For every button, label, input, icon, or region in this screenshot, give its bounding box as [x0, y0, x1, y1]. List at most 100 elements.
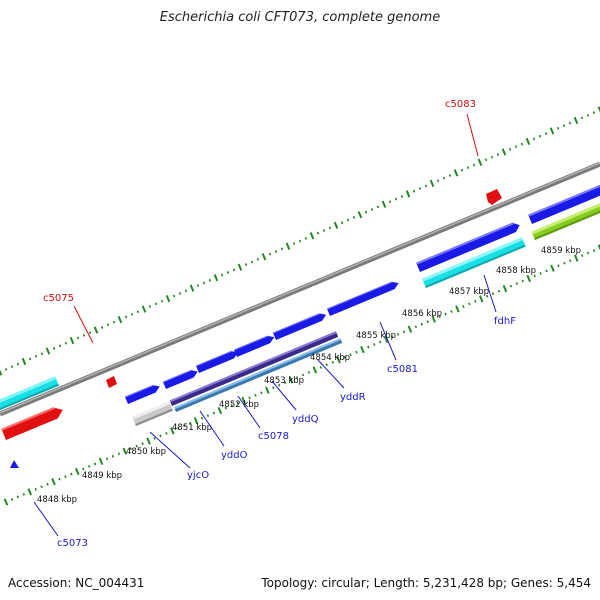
gene-label[interactable]: yddO [221, 450, 248, 461]
gene-blue-5[interactable] [272, 311, 328, 340]
gene-grey-yjcO[interactable] [132, 401, 173, 426]
outer-tick [141, 305, 147, 313]
inner-tick [414, 325, 418, 329]
gene-blue-c5073[interactable] [10, 460, 19, 468]
inner-tick [278, 383, 281, 387]
inner-tick [580, 254, 584, 258]
gene-blue-fdhF[interactable] [416, 220, 521, 272]
outer-tick [525, 137, 531, 146]
inner-tick [545, 269, 548, 273]
outer-tick [64, 341, 68, 345]
gene-blue-3[interactable] [195, 349, 240, 373]
outer-tick [69, 336, 75, 345]
scale-label: 4853 kbp [264, 376, 304, 386]
gene-cyan-fdhF[interactable] [422, 237, 526, 288]
outer-tick [274, 250, 278, 253]
outer-tick [88, 331, 92, 335]
gene-cyan-left[interactable] [0, 376, 59, 411]
gene-blue-6[interactable] [326, 279, 400, 316]
inner-tick [550, 264, 555, 272]
gene-red-c5075[interactable] [106, 376, 117, 388]
scale-label: 4848 kbp [37, 495, 77, 505]
inner-tick [188, 421, 192, 425]
outer-tick [562, 124, 566, 128]
outer-tick [292, 242, 296, 246]
scale-label: 4859 kbp [541, 246, 581, 256]
outer-tick [58, 344, 62, 348]
inner-tick [383, 335, 389, 344]
inner-tick [295, 376, 299, 379]
outer-tick [538, 134, 542, 138]
gene-label[interactable]: c5083 [445, 99, 476, 110]
genome-backbone [0, 161, 600, 417]
outer-tick [237, 263, 243, 271]
inner-tick [396, 332, 400, 336]
gene-label[interactable]: yddR [340, 392, 366, 403]
inner-tick [491, 292, 495, 296]
outer-tick-track [0, 106, 600, 376]
inner-tick [241, 396, 246, 405]
inner-tick [379, 340, 382, 344]
gene-steel-bar[interactable] [174, 338, 343, 412]
outer-tick [112, 320, 116, 324]
outer-tick [333, 221, 339, 229]
gene-purple-bar[interactable] [169, 331, 339, 406]
gene-red-left[interactable] [1, 404, 65, 440]
gene-callout-line [379, 321, 397, 361]
inner-tick [573, 254, 579, 262]
outer-tick [202, 281, 206, 285]
inner-tick [373, 343, 376, 346]
outer-tick [597, 106, 600, 113]
gene-label[interactable]: yjcO [187, 470, 209, 481]
outer-tick [586, 113, 590, 117]
scale-label: 4852 kbp [219, 400, 259, 410]
outer-tick [381, 200, 387, 208]
scale-label: 4850 kbp [126, 447, 166, 457]
gene-callout-line [33, 501, 59, 537]
outer-tick [0, 369, 3, 376]
outer-tick [28, 357, 32, 361]
outer-tick [436, 179, 440, 183]
outer-tick [442, 176, 446, 180]
inner-tick [283, 381, 287, 385]
gene-green-right[interactable] [531, 200, 600, 240]
gene-label[interactable]: c5075 [43, 293, 74, 304]
inner-tick [146, 437, 151, 445]
inner-tick [431, 315, 436, 323]
outer-tick [370, 208, 374, 211]
gene-blue-right[interactable] [528, 182, 600, 224]
inner-tick [319, 365, 323, 369]
inner-tick [355, 350, 358, 354]
inner-tick [420, 322, 423, 326]
outer-tick [76, 336, 80, 340]
inner-tick [193, 417, 199, 425]
gene-blue-2[interactable] [162, 368, 199, 389]
outer-tick [376, 205, 380, 209]
inner-tick [438, 315, 441, 318]
inner-tick [64, 475, 67, 479]
gene-red-c5083[interactable] [486, 189, 502, 205]
scale-label: 4858 kbp [496, 266, 536, 276]
inner-tick [597, 244, 600, 251]
gene-label[interactable]: yddQ [292, 414, 319, 425]
genome-summary-text: Topology: circular; Length: 5,231,428 bp… [261, 576, 591, 590]
inner-tick [34, 487, 37, 491]
gene-label[interactable]: c5078 [258, 431, 289, 442]
inner-tick [135, 444, 138, 448]
inner-tick [331, 360, 334, 364]
inner-tick [159, 434, 162, 438]
outer-tick [82, 333, 86, 337]
gene-label[interactable]: fdhF [494, 316, 516, 327]
outer-tick [418, 187, 422, 191]
gene-blue-1[interactable] [124, 383, 161, 404]
inner-tick [360, 345, 365, 354]
gene-callout-line [483, 274, 497, 313]
inner-tick [349, 353, 352, 357]
gene-label[interactable]: c5081 [387, 364, 418, 375]
inner-tick [265, 386, 270, 394]
genome-title: Escherichia coli CFT073, complete genome [159, 10, 441, 25]
gene-label[interactable]: c5073 [57, 538, 88, 549]
outer-tick [208, 278, 212, 282]
gene-blue-4[interactable] [233, 333, 276, 357]
inner-tick [75, 467, 80, 476]
